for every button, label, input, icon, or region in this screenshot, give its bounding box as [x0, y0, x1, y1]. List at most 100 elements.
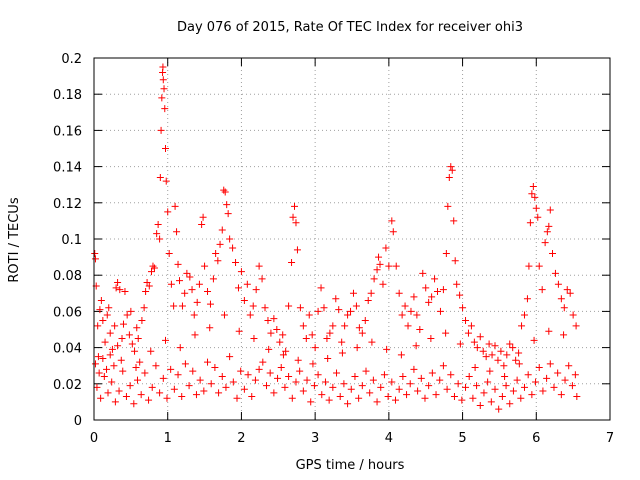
data-point [149, 262, 157, 270]
data-point [167, 280, 175, 288]
data-point [132, 364, 140, 372]
data-point [235, 327, 243, 335]
data-point [165, 249, 173, 257]
data-point [421, 394, 429, 402]
data-point [321, 378, 329, 386]
data-point [389, 228, 397, 236]
data-point [344, 311, 352, 319]
data-point [571, 371, 579, 379]
data-point [383, 345, 391, 353]
data-point [273, 326, 281, 333]
data-point [226, 235, 234, 243]
data-point [436, 307, 444, 315]
data-point [111, 322, 119, 330]
data-point [450, 392, 458, 400]
data-point [188, 286, 196, 294]
data-point [529, 183, 537, 191]
data-point [462, 383, 470, 391]
data-point [329, 322, 337, 330]
data-point [442, 329, 450, 337]
data-point [532, 378, 540, 386]
data-point [503, 351, 511, 359]
data-point [399, 373, 407, 381]
data-point [333, 369, 341, 377]
data-point [156, 173, 164, 181]
data-point [369, 376, 377, 384]
data-point [442, 249, 450, 257]
data-point [259, 358, 267, 366]
data-point [476, 402, 484, 410]
data-point [377, 383, 385, 391]
data-point [314, 307, 322, 315]
data-point [265, 345, 273, 353]
data-point [170, 385, 178, 393]
data-point [123, 311, 131, 319]
data-point [117, 356, 125, 364]
data-point [138, 316, 146, 324]
data-point [214, 257, 222, 265]
data-point [539, 387, 547, 395]
data-point [497, 347, 505, 355]
data-point [332, 295, 340, 303]
data-point [126, 382, 134, 390]
data-point [152, 362, 160, 370]
data-point [105, 304, 113, 312]
data-point [162, 336, 170, 344]
data-point [91, 360, 99, 368]
data-point [116, 286, 124, 294]
data-point [506, 400, 514, 408]
data-point [218, 226, 226, 234]
data-point [111, 398, 119, 406]
data-point [447, 163, 455, 171]
data-point [560, 331, 568, 339]
data-point [234, 284, 242, 292]
data-point [99, 316, 107, 324]
data-point [573, 392, 581, 400]
y-tick-label: 0.18 [53, 88, 82, 103]
x-tick-label: 6 [532, 431, 540, 446]
data-point [557, 295, 565, 303]
data-point [549, 249, 557, 257]
data-point [545, 222, 553, 230]
data-point [204, 287, 212, 295]
data-point [176, 344, 184, 352]
data-point [515, 349, 523, 357]
data-point [128, 340, 136, 348]
data-point [233, 394, 241, 402]
data-point [456, 291, 464, 299]
data-point [325, 396, 333, 404]
data-point [563, 286, 571, 294]
data-point [204, 358, 212, 366]
data-point [285, 302, 293, 310]
data-point [161, 105, 169, 113]
data-point [240, 297, 248, 305]
data-point [110, 362, 118, 370]
data-point [376, 260, 384, 268]
data-point [382, 244, 390, 252]
data-point [462, 316, 470, 324]
data-point [91, 249, 99, 257]
data-point [299, 387, 307, 395]
data-point [545, 327, 553, 335]
data-point [94, 353, 102, 361]
data-point [565, 362, 573, 370]
y-tick-label: 0.06 [53, 305, 82, 320]
data-point [349, 289, 357, 297]
data-point [148, 383, 156, 391]
data-point [407, 307, 415, 315]
data-point [221, 188, 229, 196]
data-point [136, 358, 144, 366]
data-point [388, 378, 396, 386]
data-point [121, 287, 129, 295]
data-point [288, 259, 296, 267]
data-point [150, 264, 158, 272]
data-point [439, 362, 447, 370]
data-point [296, 367, 304, 375]
data-point [465, 373, 473, 381]
data-point [320, 304, 328, 312]
data-point [226, 353, 234, 361]
data-point [535, 262, 543, 270]
data-point [174, 260, 182, 268]
data-point [133, 324, 141, 332]
